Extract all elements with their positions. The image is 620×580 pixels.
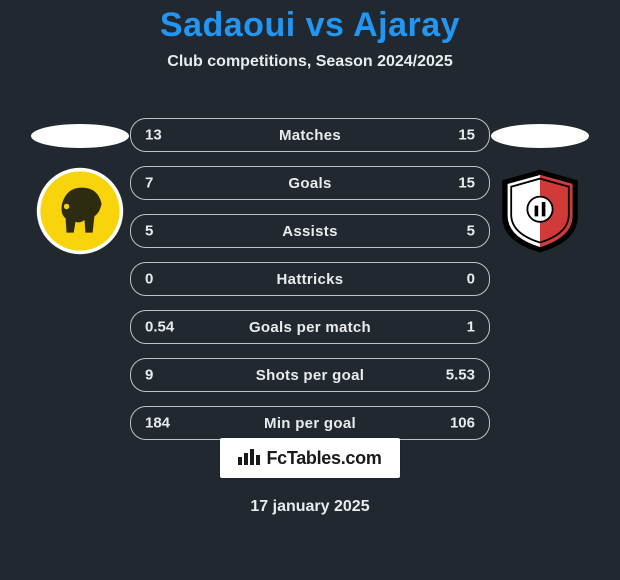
- stat-label: Matches: [279, 127, 341, 144]
- stat-row: 184 Min per goal 106: [130, 406, 490, 440]
- stat-row: 0.54 Goals per match 1: [130, 310, 490, 344]
- subtitle: Club competitions, Season 2024/2025: [0, 53, 620, 71]
- stat-label: Shots per goal: [256, 367, 364, 384]
- stat-row: 0 Hattricks 0: [130, 262, 490, 296]
- stat-right-value: 1: [467, 319, 475, 336]
- content-row: 13Matches157Goals155Assists50Hattricks00…: [0, 118, 620, 440]
- right-player-column: [490, 118, 590, 440]
- stat-right-value: 5.53: [446, 367, 475, 384]
- stat-row: 5 Assists 5: [130, 214, 490, 248]
- watermark-text: FcTables.com: [266, 448, 381, 469]
- page-title: Sadaoui vs Ajaray: [0, 0, 620, 45]
- northeast-united-crest-icon: [495, 166, 585, 256]
- stat-right-value: 106: [450, 415, 475, 432]
- stat-left-value: 7: [145, 175, 153, 192]
- stat-right-value: 15: [458, 175, 475, 192]
- stat-left-value: 5: [145, 223, 153, 240]
- stat-left-value: 184: [145, 415, 170, 432]
- stat-label: Goals per match: [249, 319, 371, 336]
- stat-left-value: 9: [145, 367, 153, 384]
- stat-label: Goals: [288, 175, 331, 192]
- player-photo-placeholder: [31, 124, 129, 148]
- stat-right-value: 15: [458, 127, 475, 144]
- stat-left-value: 0.54: [145, 319, 174, 336]
- comparison-card: Sadaoui vs Ajaray Club competitions, Sea…: [0, 0, 620, 580]
- watermark[interactable]: FcTables.com: [220, 438, 400, 478]
- date-label: 17 january 2025: [0, 498, 620, 516]
- right-club-badge: [495, 166, 585, 256]
- left-club-badge: [35, 166, 125, 256]
- stat-label: Min per goal: [264, 415, 356, 432]
- left-player-column: [30, 118, 130, 440]
- stat-left-value: 0: [145, 271, 153, 288]
- stat-row: 7 Goals 15: [130, 166, 490, 200]
- stat-right-value: 0: [467, 271, 475, 288]
- stat-row: 13 Matches 15: [130, 118, 490, 152]
- player-photo-placeholder: [491, 124, 589, 148]
- stats-column: 13Matches157Goals155Assists50Hattricks00…: [130, 118, 490, 440]
- bars-icon: [238, 447, 260, 470]
- stat-row: 9 Shots per goal 5.53: [130, 358, 490, 392]
- stat-label: Assists: [282, 223, 337, 240]
- stat-label: Hattricks: [277, 271, 344, 288]
- stat-right-value: 5: [467, 223, 475, 240]
- kerala-blasters-crest-icon: [35, 166, 125, 256]
- stat-left-value: 13: [145, 127, 162, 144]
